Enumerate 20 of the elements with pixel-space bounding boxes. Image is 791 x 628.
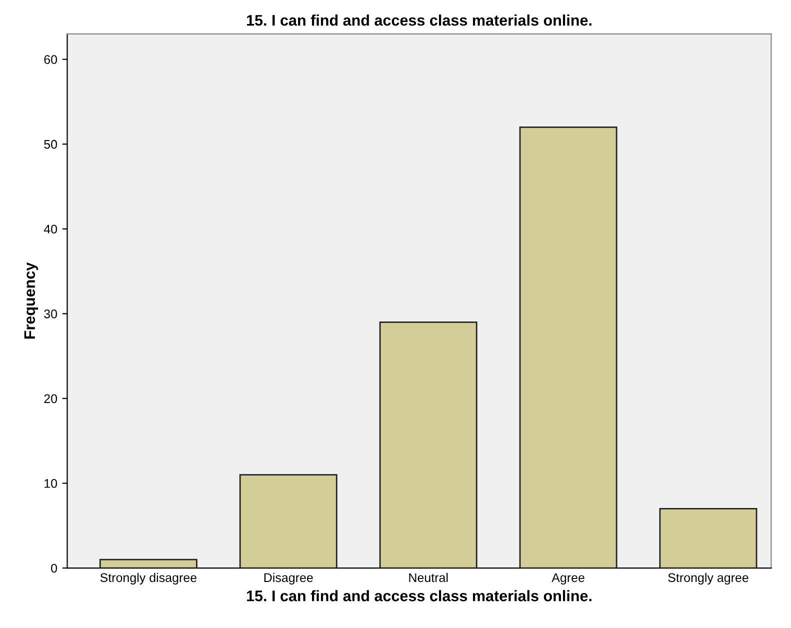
x-tick-label: Disagree (264, 572, 313, 585)
bar (239, 474, 338, 568)
x-axis-title: 15. I can find and access class materials online. (246, 590, 592, 602)
y-tick-label: 40 (44, 224, 58, 234)
y-tick-label: 60 (44, 55, 58, 64)
y-tick-label: 0 (51, 564, 58, 573)
x-tick-label: Strongly agree (668, 572, 748, 585)
bar (99, 558, 198, 568)
chart-title: 15. I can find and access class materials online. (246, 14, 592, 26)
y-tick-label: 50 (44, 140, 58, 149)
y-axis-title: Frequency (24, 262, 38, 339)
y-tick-label: 30 (44, 309, 58, 318)
bar (519, 126, 618, 568)
x-tick-label: Neutral (409, 572, 448, 582)
y-tick-label: 20 (44, 394, 58, 404)
x-tick-label: Agree (552, 573, 584, 585)
bar (659, 508, 758, 568)
y-tick-label: 10 (44, 479, 58, 488)
bar (379, 321, 478, 568)
x-tick-label: Strongly disagree (100, 572, 196, 585)
